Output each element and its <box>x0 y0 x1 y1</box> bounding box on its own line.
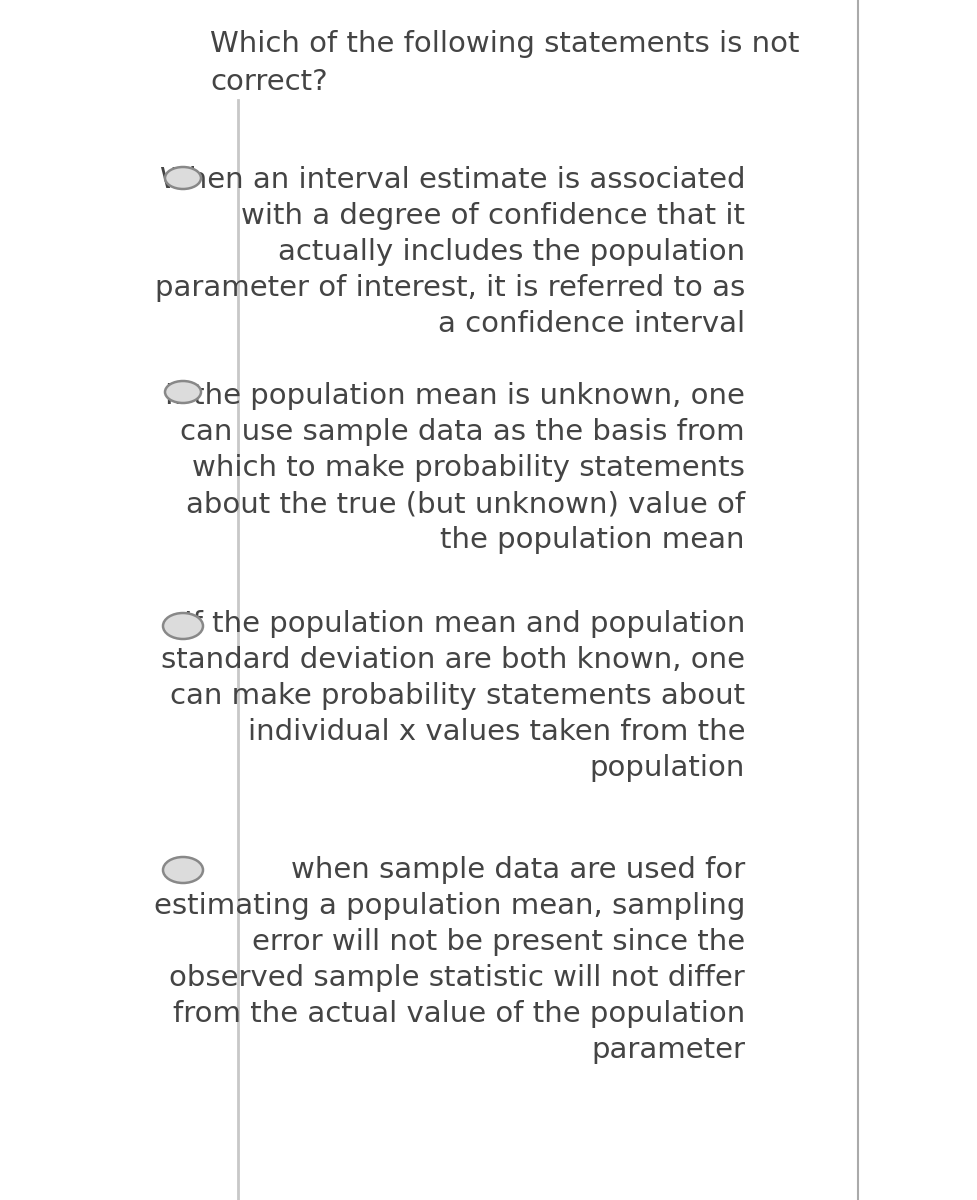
Text: when sample data are used for: when sample data are used for <box>291 856 745 884</box>
Text: can make probability statements about: can make probability statements about <box>170 682 745 710</box>
Text: If the population mean is unknown, one: If the population mean is unknown, one <box>165 382 745 410</box>
Text: a confidence interval: a confidence interval <box>438 310 745 338</box>
Ellipse shape <box>165 382 201 403</box>
Text: standard deviation are both known, one: standard deviation are both known, one <box>161 646 745 674</box>
Text: parameter of interest, it is referred to as: parameter of interest, it is referred to… <box>154 274 745 302</box>
Text: If the population mean and population: If the population mean and population <box>184 610 745 638</box>
Text: the population mean: the population mean <box>441 526 745 554</box>
Text: individual x values taken from the: individual x values taken from the <box>247 718 745 746</box>
Text: parameter: parameter <box>591 1036 745 1064</box>
Ellipse shape <box>163 857 203 883</box>
Text: from the actual value of the population: from the actual value of the population <box>173 1000 745 1028</box>
Text: which to make probability statements: which to make probability statements <box>192 454 745 482</box>
Ellipse shape <box>165 167 201 188</box>
Text: correct?: correct? <box>210 68 327 96</box>
Ellipse shape <box>163 613 203 638</box>
Text: actually includes the population: actually includes the population <box>277 238 745 266</box>
Text: with a degree of confidence that it: with a degree of confidence that it <box>241 202 745 230</box>
Text: can use sample data as the basis from: can use sample data as the basis from <box>181 418 745 446</box>
Text: about the true (but unknown) value of: about the true (but unknown) value of <box>186 490 745 518</box>
Text: observed sample statistic will not differ: observed sample statistic will not diffe… <box>169 964 745 992</box>
Text: population: population <box>590 754 745 782</box>
Text: Which of the following statements is not: Which of the following statements is not <box>210 30 799 58</box>
Text: When an interval estimate is associated: When an interval estimate is associated <box>159 166 745 194</box>
Text: error will not be present since the: error will not be present since the <box>252 928 745 956</box>
Text: estimating a population mean, sampling: estimating a population mean, sampling <box>153 892 745 920</box>
